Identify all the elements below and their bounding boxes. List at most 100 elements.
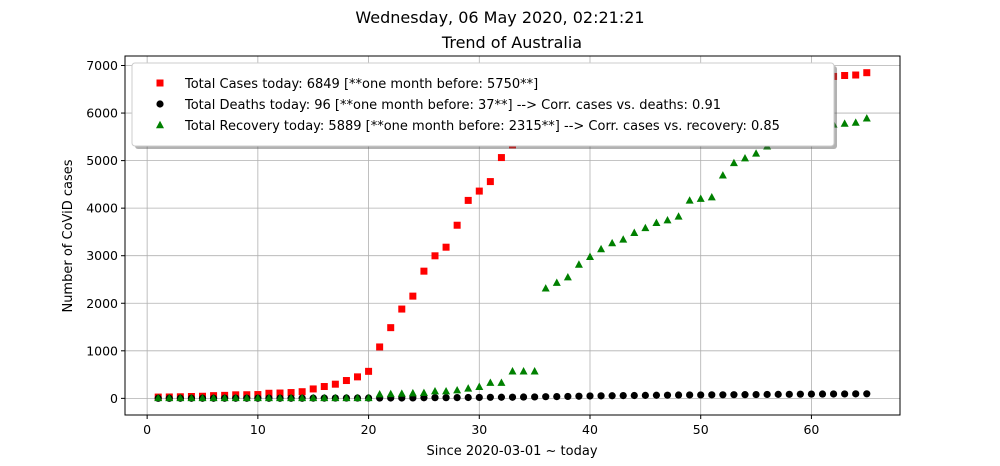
recovery-point bbox=[419, 388, 428, 396]
legend-label-deaths: Total Deaths today: 96 [**one month befo… bbox=[184, 98, 721, 113]
y-tick-label: 0 bbox=[110, 391, 118, 406]
legend-marker-deaths bbox=[156, 100, 164, 108]
deaths-point bbox=[730, 391, 738, 399]
deaths-point bbox=[575, 392, 583, 400]
deaths-point bbox=[763, 390, 771, 399]
deaths-point bbox=[708, 391, 716, 399]
y-axis-label: Number of CoViD cases bbox=[61, 159, 76, 312]
cases-point bbox=[331, 380, 339, 388]
cases-point bbox=[486, 178, 494, 186]
cases-point bbox=[398, 305, 406, 313]
cases-point bbox=[276, 389, 284, 397]
y-tick-label: 4000 bbox=[86, 201, 118, 216]
x-tick-label: 10 bbox=[250, 422, 266, 437]
recovery-point bbox=[674, 212, 683, 220]
deaths-point bbox=[519, 393, 528, 401]
cases-point bbox=[354, 373, 361, 381]
recovery-point bbox=[187, 393, 196, 402]
recovery-point bbox=[353, 393, 362, 402]
deaths-point bbox=[553, 392, 561, 401]
x-tick-label: 0 bbox=[143, 422, 151, 437]
recovery-point bbox=[287, 393, 296, 402]
recovery-point bbox=[375, 389, 384, 398]
recovery-point bbox=[253, 393, 262, 402]
recovery-point bbox=[641, 223, 650, 232]
deaths-point bbox=[630, 391, 638, 400]
x-tick-label: 60 bbox=[803, 422, 819, 437]
deaths-point bbox=[818, 390, 827, 398]
recovery-point bbox=[663, 215, 672, 224]
deaths-point bbox=[486, 393, 494, 401]
cases-point bbox=[863, 69, 871, 77]
recovery-point bbox=[464, 384, 473, 392]
recovery-point bbox=[442, 387, 451, 395]
cases-point bbox=[420, 267, 428, 275]
recovery-point bbox=[608, 238, 617, 247]
deaths-point bbox=[796, 390, 804, 398]
legend-marker-recovery bbox=[156, 120, 164, 129]
recovery-point bbox=[209, 393, 218, 402]
cases-point bbox=[464, 196, 472, 204]
y-tick-label: 1000 bbox=[86, 343, 118, 358]
cases-point bbox=[841, 71, 849, 79]
x-tick-label: 30 bbox=[471, 422, 487, 437]
recovery-point bbox=[541, 284, 550, 292]
recovery-point bbox=[574, 260, 583, 268]
cases-point bbox=[287, 389, 295, 397]
cases-point bbox=[453, 221, 461, 229]
deaths-point bbox=[674, 391, 683, 399]
recovery-point bbox=[652, 218, 661, 227]
legend-label-recovery: Total Recovery today: 5889 [**one month … bbox=[184, 119, 780, 134]
recovery-point bbox=[752, 149, 761, 157]
y-tick-label: 6000 bbox=[86, 106, 118, 121]
recovery-point bbox=[342, 393, 351, 402]
recovery-point bbox=[165, 393, 174, 402]
deaths-point bbox=[531, 393, 539, 401]
recovery-point bbox=[586, 252, 594, 260]
recovery-point bbox=[364, 393, 373, 402]
recovery-point bbox=[619, 235, 628, 243]
legend-marker-cases bbox=[156, 79, 164, 87]
deaths-point bbox=[741, 391, 749, 399]
recovery-point bbox=[851, 118, 860, 126]
recovery-point bbox=[408, 388, 417, 397]
recovery-point bbox=[431, 387, 439, 395]
plot-area-frame bbox=[124, 55, 901, 416]
recovery-point bbox=[497, 378, 506, 386]
legend-label-cases: Total Cases today: 6849 [**one month bef… bbox=[184, 77, 538, 92]
deaths-point bbox=[807, 390, 816, 398]
recovery-point bbox=[331, 393, 340, 402]
x-tick-label: 40 bbox=[582, 422, 598, 437]
recovery-point bbox=[453, 385, 462, 394]
deaths-point bbox=[752, 390, 760, 399]
recovery-point bbox=[597, 244, 606, 253]
deaths-point bbox=[829, 390, 838, 398]
recovery-point bbox=[696, 194, 705, 202]
deaths-point bbox=[641, 391, 649, 399]
legend-box bbox=[131, 62, 835, 147]
recovery-point bbox=[486, 378, 495, 386]
deaths-point bbox=[719, 391, 727, 399]
deaths-point bbox=[453, 393, 461, 402]
chart-title: Trend of Australia bbox=[441, 33, 582, 52]
recovery-point bbox=[154, 393, 163, 402]
x-axis-ticks: 0 10 20 30 40 50 60 bbox=[143, 415, 819, 437]
y-tick-label: 2000 bbox=[86, 296, 118, 311]
deaths-point bbox=[852, 390, 860, 398]
cases-point bbox=[320, 383, 328, 391]
deaths-point bbox=[431, 394, 439, 402]
chart-suptitle: Wednesday, 06 May 2020, 02:21:21 bbox=[355, 8, 644, 27]
recovery-point bbox=[840, 119, 849, 127]
cases-point bbox=[442, 243, 450, 251]
recovery-point bbox=[530, 367, 539, 375]
y-tick-label: 5000 bbox=[86, 153, 118, 168]
cases-point bbox=[387, 324, 395, 332]
y-axis-ticks: 0 1000 2000 3000 4000 5000 6000 7000 bbox=[86, 58, 125, 406]
x-tick-label: 20 bbox=[361, 422, 377, 437]
y-tick-label: 7000 bbox=[86, 58, 118, 73]
y-tick-label: 3000 bbox=[86, 248, 118, 263]
recovery-point bbox=[563, 273, 572, 281]
deaths-point bbox=[475, 393, 483, 402]
recovery-point bbox=[198, 393, 207, 402]
